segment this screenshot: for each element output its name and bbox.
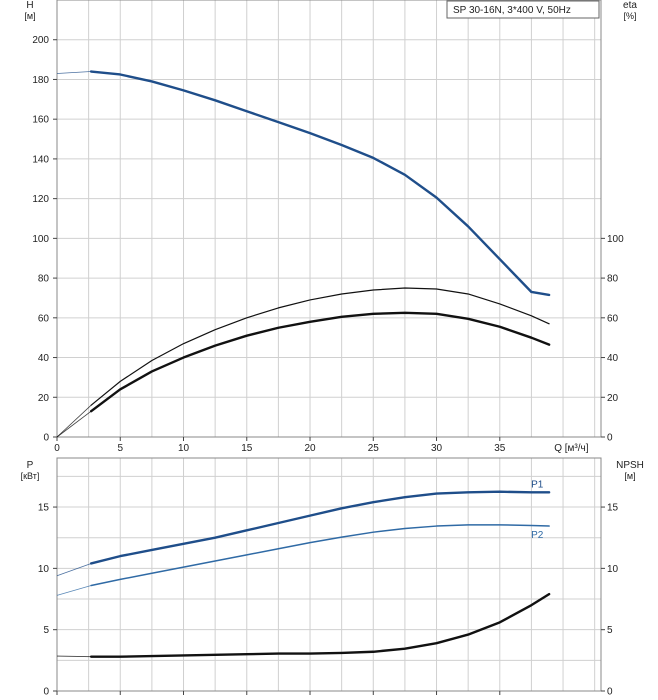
left-axis-unit: [кВт] [21,471,40,481]
left-tick-label: 80 [38,274,50,285]
left-tick-label: 0 [43,687,49,698]
x-tick-label: 30 [431,443,443,454]
right-tick-label: 0 [607,433,613,444]
left-tick-label: 160 [32,115,49,126]
x-tick-label: 10 [178,443,190,454]
left-axis-name: H [26,0,33,11]
series-p1-line [89,490,551,565]
left-tick-label: 60 [38,313,50,324]
head-efficiency-panel: 0 20 40 60 80 100 120 140 160 180 200 0 20 40 60 80 100 0… [24,0,637,454]
left-tick-label: 10 [38,564,50,575]
x-tick-label: 25 [368,443,380,454]
series-p2-line [90,524,550,587]
left-tick-label: 140 [32,154,49,165]
series-npsh-extrapolation [56,655,92,658]
series-eta-total-extrapolation [56,410,92,438]
right-tick-label: 60 [607,313,619,324]
series-eta-pump-line [90,287,550,406]
series-label-p2: P2 [531,530,544,541]
series-eta-total-line [89,311,551,413]
left-tick-label: 120 [32,194,49,205]
left-tick-label: 100 [32,234,49,245]
right-axis-name: NPSH [616,460,644,471]
series-eta-pump-extrapolation [56,404,92,438]
right-axis-name: eta [623,0,637,11]
pump-model-label: SP 30-16N, 3*400 V, 50Hz [453,5,571,16]
left-tick-label: 15 [38,503,50,514]
plot-frame [56,457,602,692]
series-h-extrapolation [56,71,92,74]
right-tick-label: 20 [607,393,619,404]
x-tick-label: 0 [54,443,60,454]
right-tick-label: 15 [607,503,619,514]
left-tick-label: 0 [43,433,49,444]
series-p2-extrapolation [56,585,92,596]
series-h-line [89,70,551,297]
left-tick-label: 200 [32,35,49,46]
left-tick-label: 20 [38,393,50,404]
x-tick-label: 35 [494,443,506,454]
pump-model-box [446,0,600,19]
left-tick-label: 180 [32,75,49,86]
right-tick-label: 40 [607,353,619,364]
right-tick-label: 100 [607,234,624,245]
left-axis-unit: [м] [24,11,35,21]
left-tick-label: 40 [38,353,50,364]
plot-frame [56,0,602,438]
x-tick-label: 20 [304,443,316,454]
right-tick-label: 0 [607,687,613,698]
right-axis-unit: [м] [624,471,635,481]
right-axis-unit: [%] [623,11,636,21]
x-tick-label: 5 [117,443,123,454]
right-tick-label: 80 [607,274,619,285]
left-axis-name: P [27,460,34,471]
x-axis-label: Q [м³/ч] [554,443,589,454]
left-tick-label: 5 [43,625,49,636]
series-npsh-line [89,592,551,658]
series-label-p1: P1 [531,479,544,490]
x-tick-label: 15 [241,443,253,454]
right-tick-label: 10 [607,564,619,575]
right-tick-label: 5 [607,625,613,636]
series-p1-extrapolation [56,563,92,577]
power-npsh-panel: 0 5 10 15 0 5 10 15 P[кВт] NPSH[м] P1 P2 [21,457,644,698]
